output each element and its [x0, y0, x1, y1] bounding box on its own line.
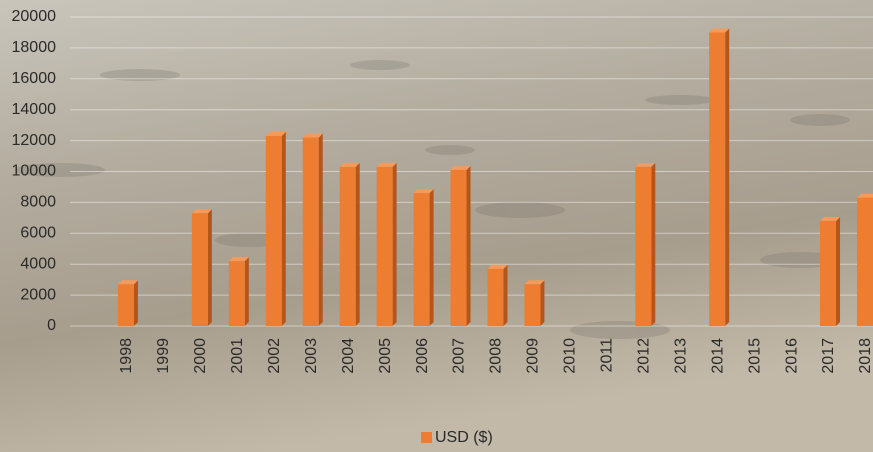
bar	[192, 213, 208, 326]
bar-side	[651, 163, 655, 326]
bar	[635, 167, 651, 326]
legend-label: USD ($)	[435, 429, 493, 446]
x-tick-label: 1999	[155, 338, 172, 374]
y-tick-label: 2000	[20, 286, 56, 303]
chart: 0 2000 4000 6000 8000 10000 12000 14000 16000 180…	[0, 0, 873, 452]
bar	[709, 32, 725, 326]
bar	[118, 284, 134, 326]
x-tick-label: 2014	[709, 338, 726, 374]
x-tick-label: 2008	[488, 338, 505, 374]
bar	[820, 221, 836, 326]
y-tick-label: 20000	[12, 8, 57, 25]
bar-side	[319, 134, 323, 326]
bar-side	[467, 166, 471, 326]
x-tick-label: 2016	[783, 338, 800, 374]
y-tick-label: 18000	[12, 39, 57, 56]
x-tick-label: 2005	[377, 338, 394, 374]
y-tick-label: 10000	[12, 163, 57, 180]
x-tick-label: 2013	[672, 338, 689, 374]
bar	[487, 269, 503, 326]
bar-side	[282, 132, 286, 326]
y-tick-label: 6000	[20, 225, 56, 242]
x-tick-label: 2007	[451, 338, 468, 374]
bar	[266, 136, 282, 326]
bar-side	[245, 257, 249, 326]
x-tick-label: 1998	[118, 338, 135, 374]
x-tick-label: 2006	[414, 338, 431, 374]
x-tick-label: 2011	[599, 338, 616, 373]
y-tick-label: 8000	[20, 194, 56, 211]
bar-side	[393, 163, 397, 326]
bar	[377, 167, 393, 326]
bar	[340, 167, 356, 326]
x-tick-label: 2003	[303, 338, 320, 374]
bar	[524, 284, 540, 326]
bar-side	[836, 217, 840, 326]
bar	[451, 170, 467, 326]
x-tick-label: 2001	[229, 338, 246, 374]
bar	[857, 198, 873, 326]
legend-swatch	[421, 432, 432, 443]
y-tick-label: 12000	[12, 132, 57, 149]
x-tick-label: 2017	[820, 338, 837, 374]
bar	[414, 193, 430, 326]
x-tick-label: 2010	[562, 338, 579, 374]
x-tick-label: 2018	[857, 338, 873, 374]
x-tick-label: 2009	[525, 338, 542, 374]
bar-side	[503, 265, 507, 326]
bar-side	[725, 28, 729, 326]
x-tick-label: 2002	[266, 338, 283, 374]
y-tick-label: 4000	[20, 255, 56, 272]
bar-side	[208, 209, 212, 326]
bar	[229, 261, 245, 326]
background	[0, 0, 873, 452]
x-tick-label: 2015	[746, 338, 763, 374]
bar-side	[540, 280, 544, 326]
x-tick-label: 2004	[340, 338, 357, 374]
bar-side	[430, 189, 434, 326]
x-tick-label: 2012	[635, 338, 652, 374]
y-tick-label: 0	[47, 317, 56, 334]
y-tick-label: 14000	[12, 101, 57, 118]
bar-side	[134, 280, 138, 326]
y-tick-label: 16000	[12, 70, 57, 87]
x-tick-label: 2000	[192, 338, 209, 374]
bar	[303, 138, 319, 326]
bar-side	[356, 163, 360, 326]
